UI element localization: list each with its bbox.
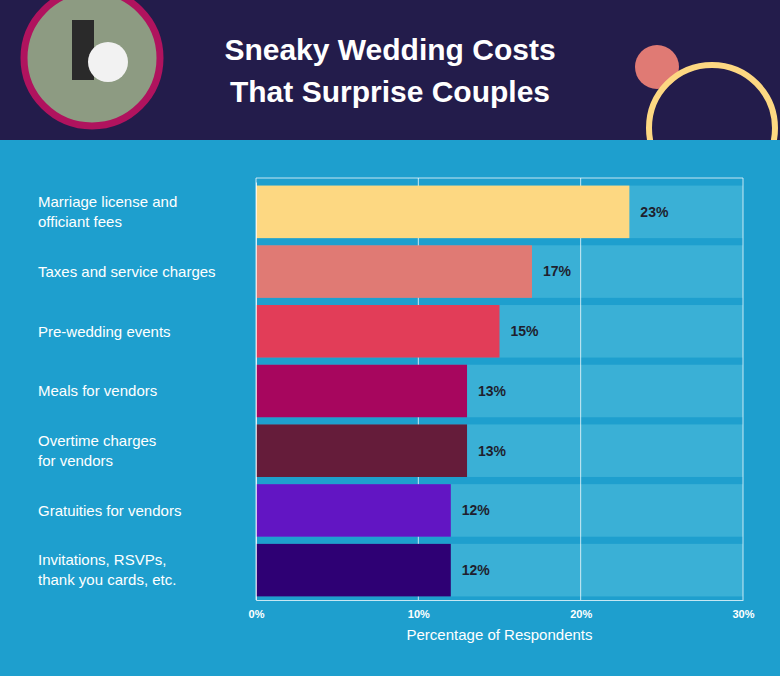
data-labels: 23% 17% 15% 13% 13% 12% 12% (462, 204, 669, 578)
row-band (256, 544, 743, 597)
category-label: Marriage license andofficiant fees (38, 193, 177, 230)
category-label: Meals for vendors (38, 382, 157, 399)
x-tick: 10% (408, 600, 430, 620)
row-bands (256, 186, 743, 597)
data-label: 12% (462, 562, 491, 578)
y-tick: Taxes and service charges (38, 263, 256, 280)
category-label: Gratuities for vendors (38, 502, 181, 519)
bars (256, 186, 629, 597)
row-band (256, 484, 743, 537)
row-band (256, 186, 743, 239)
y-tick: Marriage license andofficiant fees (38, 193, 256, 230)
category-label: Overtime chargesfor vendors (38, 432, 156, 469)
x-tick-label: 10% (408, 608, 430, 620)
y-tick: Meals for vendors (38, 382, 256, 399)
header (0, 0, 780, 140)
chart: Sneaky Wedding CostsThat Surprise Couple… (0, 0, 780, 676)
bar (256, 484, 451, 537)
row-band (256, 424, 743, 477)
bar (256, 424, 467, 477)
bar (256, 305, 500, 358)
y-axis-line (256, 183, 257, 601)
decoration (649, 65, 775, 140)
x-axis-line (257, 600, 744, 601)
x-tick-label: 30% (732, 608, 754, 620)
x-axis-title: Percentage of Respondents (407, 626, 593, 643)
bar (256, 544, 451, 597)
grid-line (580, 178, 581, 600)
category-label: Taxes and service charges (38, 263, 216, 280)
data-label: 17% (543, 263, 572, 279)
row-band (256, 245, 743, 298)
grid-line (256, 178, 257, 600)
title: Sneaky Wedding CostsThat Surprise Couple… (224, 33, 555, 108)
x-tick-label: 20% (570, 608, 592, 620)
y-tick: Gratuities for vendors (38, 502, 256, 519)
data-label: 15% (511, 323, 540, 339)
data-label: 12% (462, 502, 491, 518)
plot-frame (256, 178, 743, 179)
category-label: Invitations, RSVPs,thank you cards, etc. (38, 551, 176, 588)
category-label: Pre-wedding events (38, 323, 171, 340)
row-band (256, 365, 743, 418)
photo (24, 0, 160, 126)
x-axis: 0% 10% 20% 30% (249, 600, 755, 620)
row-band (256, 305, 743, 358)
grid-line (743, 178, 744, 600)
photo-figure (88, 42, 128, 82)
y-tick: Overtime chargesfor vendors (38, 432, 256, 469)
x-tick: 0% (249, 600, 265, 620)
grid (256, 178, 743, 600)
data-label: 13% (478, 383, 507, 399)
x-tick: 30% (732, 600, 754, 620)
y-axis: Marriage license andofficiant fees Taxes … (38, 183, 257, 601)
data-label: 13% (478, 443, 507, 459)
y-tick: Pre-wedding events (38, 323, 256, 340)
data-label: 23% (640, 204, 669, 220)
bar (256, 186, 629, 239)
x-tick: 20% (570, 600, 592, 620)
y-tick: Invitations, RSVPs,thank you cards, etc. (38, 551, 256, 588)
bar (256, 245, 532, 298)
x-tick-label: 0% (249, 608, 265, 620)
bar (256, 365, 467, 418)
